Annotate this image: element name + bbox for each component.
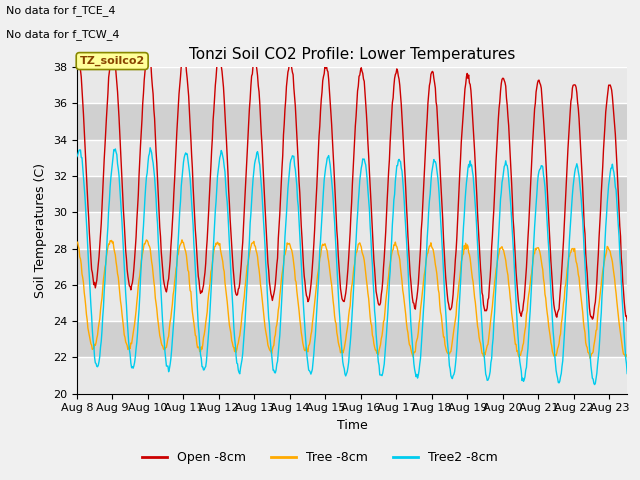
Bar [77,176,627,212]
Y-axis label: Soil Temperatures (C): Soil Temperatures (C) [35,163,47,298]
Text: No data for f_TCE_4: No data for f_TCE_4 [6,5,116,16]
Bar [77,249,627,285]
Text: TZ_soilco2: TZ_soilco2 [79,56,145,66]
Text: No data for f_TCW_4: No data for f_TCW_4 [6,29,120,40]
Bar [77,104,627,140]
X-axis label: Time: Time [337,419,367,432]
Bar [77,321,627,357]
Title: Tonzi Soil CO2 Profile: Lower Temperatures: Tonzi Soil CO2 Profile: Lower Temperatur… [189,47,515,62]
Legend: Open -8cm, Tree -8cm, Tree2 -8cm: Open -8cm, Tree -8cm, Tree2 -8cm [137,446,503,469]
